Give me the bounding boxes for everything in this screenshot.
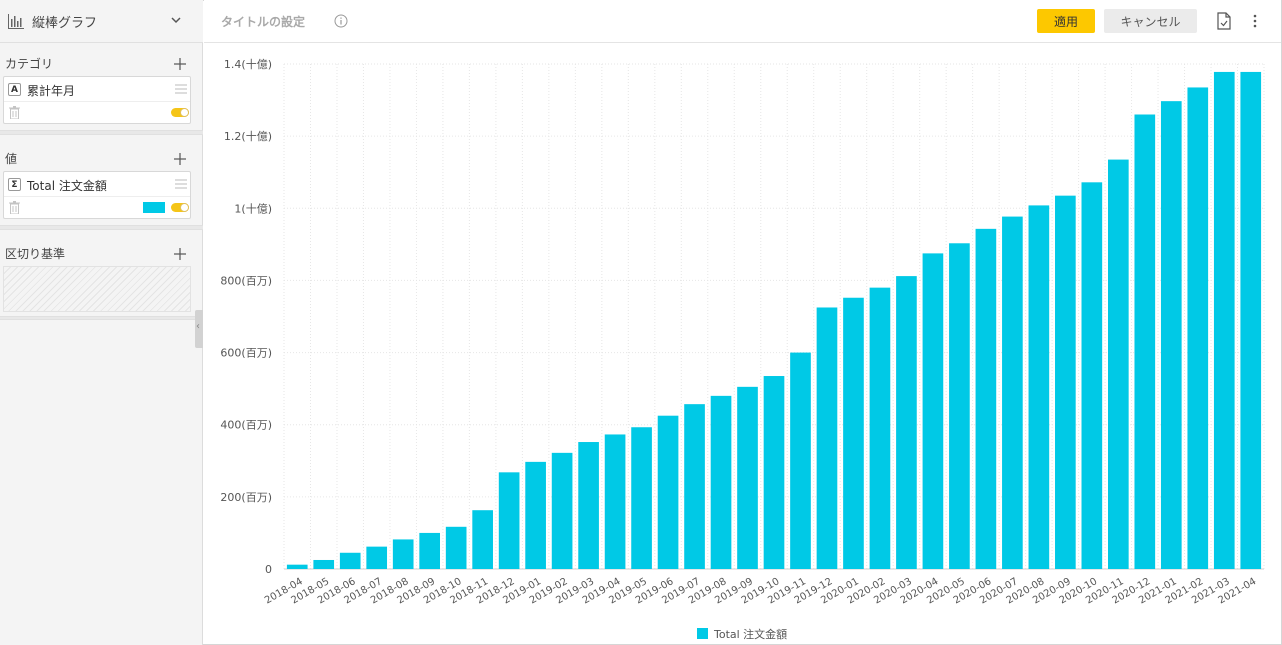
field-divider xyxy=(4,196,190,197)
bar[interactable] xyxy=(1107,159,1129,569)
drag-handle-icon[interactable] xyxy=(175,179,187,189)
numeric-type-badge: Σ xyxy=(8,178,21,191)
bar[interactable] xyxy=(1187,87,1209,570)
config-sidebar: 縦棒グラフ カテゴリ A 累計年月 値 Σ Total 注文金額 xyxy=(0,0,203,645)
chart-type-label: 縦棒グラフ xyxy=(32,16,98,31)
value-field-box[interactable]: Σ Total 注文金額 xyxy=(3,171,191,219)
y-tick-label: 1.2(十億) xyxy=(224,129,272,143)
y-tick-label: 0 xyxy=(265,563,272,576)
chevron-down-icon[interactable] xyxy=(170,14,182,26)
breakdown-section-title: 区切り基準 xyxy=(5,247,66,261)
bar[interactable] xyxy=(313,559,335,569)
bar[interactable] xyxy=(419,532,441,569)
section-separator xyxy=(0,130,203,135)
series-color-swatch[interactable] xyxy=(143,202,165,213)
category-field-box[interactable]: A 累計年月 xyxy=(3,76,191,124)
add-value-plus-icon[interactable] xyxy=(174,153,186,165)
bar[interactable] xyxy=(657,415,679,569)
legend-label: Total 注文金額 xyxy=(714,628,788,641)
bar[interactable] xyxy=(922,253,944,569)
category-field-name: 累計年月 xyxy=(27,84,76,98)
bar[interactable] xyxy=(578,442,599,569)
y-tick-label: 200(百万) xyxy=(220,491,272,504)
bar[interactable] xyxy=(339,552,361,569)
section-separator xyxy=(0,225,203,230)
bar[interactable] xyxy=(1160,101,1182,570)
info-icon[interactable] xyxy=(334,14,348,28)
bar[interactable] xyxy=(392,539,414,569)
bar[interactable] xyxy=(631,427,652,569)
title-setting-field[interactable]: タイトルの設定 xyxy=(221,15,306,29)
chart-area: 0 200(百万) 400(百万) 600(百万) 800(百万) 1(十億) 1.2(十億… xyxy=(204,44,1281,644)
add-category-plus-icon[interactable] xyxy=(174,58,186,70)
y-tick-label: 1.4(十億) xyxy=(224,57,272,71)
bar[interactable] xyxy=(1213,71,1235,569)
cancel-button[interactable]: キャンセル xyxy=(1104,9,1197,33)
sidebar-collapse-handle[interactable] xyxy=(195,310,203,348)
apply-button[interactable]: 適用 xyxy=(1037,9,1095,33)
bar[interactable] xyxy=(896,276,917,569)
bar[interactable] xyxy=(1002,216,1023,569)
y-tick-label: 800(百万) xyxy=(220,274,272,287)
bar[interactable] xyxy=(1028,205,1050,569)
bar[interactable] xyxy=(684,404,705,569)
drag-handle-icon[interactable] xyxy=(175,84,187,94)
value-section-title: 値 xyxy=(5,152,18,166)
bar[interactable] xyxy=(1240,71,1262,569)
bar[interactable] xyxy=(525,461,546,569)
bar[interactable] xyxy=(1055,195,1076,570)
y-tick-label: 600(百万) xyxy=(220,347,272,360)
bar[interactable] xyxy=(551,452,573,569)
text-type-badge: A xyxy=(8,83,21,96)
bar[interactable] xyxy=(843,297,864,569)
bar[interactable] xyxy=(949,243,970,569)
category-toggle[interactable] xyxy=(171,108,189,117)
field-divider xyxy=(4,101,190,102)
more-vertical-icon[interactable] xyxy=(1252,13,1258,29)
bar[interactable] xyxy=(816,307,838,569)
bar[interactable] xyxy=(286,564,308,569)
bar[interactable] xyxy=(472,510,493,569)
bar[interactable] xyxy=(869,287,891,569)
y-tick-label: 1(十億) xyxy=(234,201,272,215)
bar[interactable] xyxy=(763,376,785,569)
breakdown-drop-zone[interactable] xyxy=(3,266,191,312)
export-document-icon[interactable] xyxy=(1216,12,1232,30)
y-tick-label: 400(百万) xyxy=(220,419,272,432)
bar[interactable] xyxy=(604,434,626,569)
bar[interactable] xyxy=(790,352,811,569)
bar[interactable] xyxy=(445,526,467,569)
bar[interactable] xyxy=(710,395,732,569)
bar[interactable] xyxy=(498,472,520,569)
bar[interactable] xyxy=(1081,182,1103,570)
editor-header: タイトルの設定 適用 キャンセル xyxy=(204,0,1281,43)
bar[interactable] xyxy=(737,386,758,569)
value-toggle[interactable] xyxy=(171,203,189,212)
category-section-title: カテゴリ xyxy=(5,57,54,71)
bar-chart: 0 200(百万) 400(百万) 600(百万) 800(百万) 1(十億) 1.2(十億… xyxy=(220,57,1265,606)
bar[interactable] xyxy=(366,546,388,569)
bar[interactable] xyxy=(975,228,997,569)
section-separator xyxy=(0,316,203,320)
bar-chart-icon xyxy=(8,14,24,29)
value-field-name: Total 注文金額 xyxy=(27,179,107,193)
add-breakdown-plus-icon[interactable] xyxy=(174,248,186,260)
trash-icon[interactable] xyxy=(9,201,20,214)
chart-type-selector[interactable]: 縦棒グラフ xyxy=(0,0,203,43)
legend-swatch xyxy=(697,628,708,639)
trash-icon[interactable] xyxy=(9,106,20,119)
bar[interactable] xyxy=(1134,114,1156,570)
